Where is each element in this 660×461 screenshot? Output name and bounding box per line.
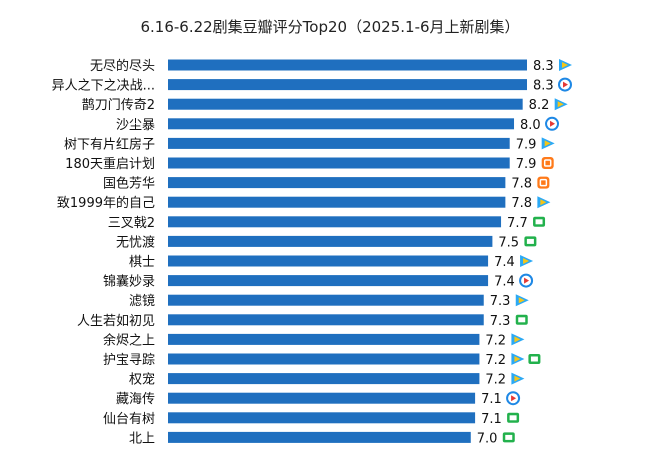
mgtv-icon — [537, 176, 550, 189]
bar — [168, 392, 476, 404]
category-label: 仙台有树 — [103, 412, 155, 427]
iqiyi-icon — [524, 236, 537, 247]
iqiyi-icon — [515, 314, 528, 325]
chart-title: 6.16-6.22剧集豆瓣评分Top20（2025.1-6月上新剧集） — [140, 18, 519, 36]
bar — [168, 333, 480, 345]
value-label: 7.3 — [490, 294, 511, 309]
bar — [168, 157, 510, 169]
bar — [168, 373, 480, 385]
category-label: 无尽的尽头 — [90, 58, 155, 74]
bar — [168, 412, 476, 424]
bar — [168, 314, 484, 326]
iqiyi-icon — [502, 432, 515, 443]
category-label: 护宝寻踪 — [103, 353, 155, 368]
category-label: 余烬之上 — [103, 332, 155, 348]
value-label: 7.5 — [498, 235, 519, 250]
value-label: 7.2 — [485, 353, 506, 368]
tencent-video-icon — [515, 294, 529, 307]
category-label: 锦囊妙录 — [103, 274, 155, 290]
bar-group — [168, 59, 527, 443]
value-label: 7.7 — [507, 216, 528, 231]
youku-icon — [519, 273, 534, 288]
tencent-video-icon — [537, 196, 551, 209]
category-label: 藏海传 — [116, 392, 155, 407]
tencent-video-icon — [541, 137, 555, 150]
tencent-video-icon — [520, 255, 534, 267]
bar — [168, 196, 506, 208]
value-label: 7.9 — [516, 137, 537, 152]
category-label: 棋士 — [129, 255, 155, 270]
value-label: 7.2 — [485, 373, 506, 388]
tencent-video-icon — [511, 333, 525, 346]
category-label: 异人之下之决战... — [52, 79, 155, 94]
tencent-video-icon — [559, 59, 572, 71]
tencent-video-icon — [511, 372, 525, 385]
category-label: 人生若如初见 — [77, 313, 155, 329]
value-label: 8.0 — [520, 118, 541, 133]
category-label: 国色芳华 — [103, 176, 155, 192]
mgtv-icon — [541, 157, 554, 169]
youku-icon — [506, 391, 521, 406]
bar — [168, 79, 527, 91]
bar — [168, 177, 506, 189]
category-label: 权宠 — [129, 372, 155, 388]
bar — [168, 118, 515, 130]
iqiyi-icon — [507, 412, 520, 423]
youku-icon — [545, 116, 560, 131]
bar — [168, 98, 523, 110]
value-label: 7.0 — [477, 431, 498, 446]
value-label: 7.8 — [511, 196, 532, 211]
category-label: 180天重启计划 — [65, 156, 155, 172]
tencent-video-icon — [511, 353, 525, 365]
category-label: 三叉戟2 — [108, 216, 155, 231]
value-label: 7.3 — [490, 314, 511, 329]
value-label: 8.3 — [533, 79, 554, 94]
category-label: 致1999年的自己 — [57, 195, 155, 211]
iqiyi-icon — [533, 216, 546, 227]
value-label: 7.1 — [481, 392, 502, 407]
bar — [168, 275, 489, 287]
value-labels: 8.3 8.3 8.2 8.0 7.9 7.9 7.8 7.8 7.7 7.5 7.4 7.4 7.3 7… — [477, 59, 554, 446]
value-label: 8.3 — [533, 59, 554, 74]
bar — [168, 255, 489, 267]
value-label: 7.4 — [494, 275, 515, 290]
value-label: 7.9 — [516, 157, 537, 172]
category-label: 沙尘暴 — [116, 118, 155, 133]
platform-icons — [502, 59, 572, 443]
bar — [168, 294, 484, 306]
bar — [168, 216, 502, 228]
bar — [168, 137, 510, 149]
bar — [168, 235, 493, 247]
value-label: 8.2 — [529, 98, 550, 113]
category-label: 滤镜 — [129, 294, 155, 309]
category-label: 树下有片红房子 — [64, 136, 155, 152]
youku-icon — [558, 77, 572, 92]
bar — [168, 59, 527, 71]
tencent-video-icon — [554, 98, 568, 111]
iqiyi-icon — [528, 354, 541, 364]
value-label: 7.4 — [494, 255, 515, 270]
category-label: 无忧渡 — [116, 234, 155, 250]
value-label: 7.8 — [511, 177, 532, 192]
category-label: 鹊刀门传奇2 — [82, 97, 155, 113]
value-label: 7.2 — [485, 333, 506, 348]
value-label: 7.1 — [481, 412, 502, 427]
bar — [168, 431, 471, 443]
category-label: 北上 — [129, 431, 155, 446]
bar — [168, 353, 480, 365]
